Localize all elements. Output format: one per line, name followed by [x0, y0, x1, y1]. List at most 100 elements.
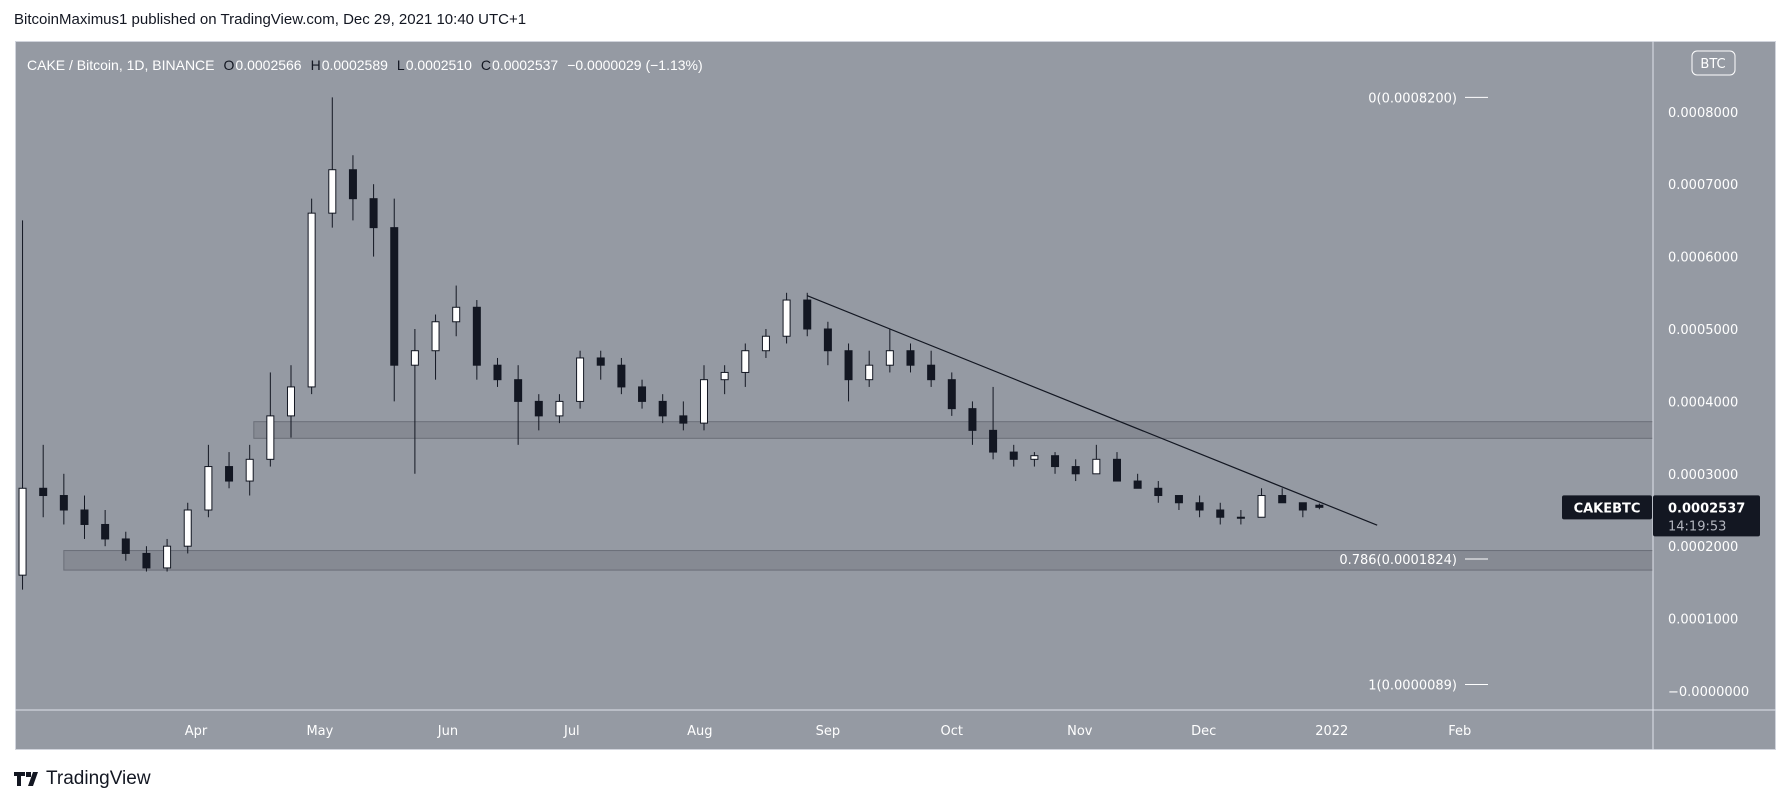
candle-body	[307, 212, 316, 388]
candle-body	[658, 400, 667, 417]
candle-body	[1236, 516, 1245, 519]
candle-body	[101, 523, 110, 540]
candle-body	[1278, 495, 1287, 504]
legend-o-label: O	[224, 57, 235, 73]
price-tick-label: 0.0006000	[1668, 251, 1738, 266]
candle-body	[865, 364, 874, 381]
price-tick-label: 0.0002000	[1668, 540, 1738, 555]
candle-body	[1092, 458, 1101, 475]
candle-body	[472, 306, 481, 366]
price-tick-label: 0.0001000	[1668, 613, 1738, 628]
candle-body	[266, 415, 275, 460]
candle-body	[514, 379, 523, 402]
candle-body	[1030, 455, 1039, 460]
time-tick-label: Dec	[1191, 724, 1216, 739]
candle-body	[906, 350, 915, 366]
currency-badge-label: BTC	[1700, 57, 1725, 72]
candle-body	[699, 379, 708, 424]
symbol-label	[1562, 495, 1652, 520]
symbol-label-text: CAKEBTC	[1574, 501, 1641, 516]
plot-area	[18, 97, 1653, 590]
time-tick-label: Aug	[687, 724, 712, 739]
candle-body	[617, 364, 626, 388]
candle-body	[947, 379, 956, 410]
time-tick-label: May	[306, 724, 333, 739]
candle-body	[679, 415, 688, 424]
price-tick-label: 0.0005000	[1668, 323, 1738, 338]
candle-body	[204, 466, 213, 511]
time-tick-label: Apr	[185, 724, 208, 739]
time-tick-label: Oct	[941, 724, 963, 739]
tradingview-logo-icon	[14, 772, 38, 786]
candle-body	[638, 386, 647, 402]
candle-body	[782, 299, 791, 337]
time-tick-label: Jul	[563, 724, 580, 739]
candle-body	[286, 386, 295, 417]
legend-l: 0.0002510	[406, 57, 472, 73]
time-tick-label: Jun	[437, 724, 458, 739]
candle-body	[596, 357, 605, 366]
candle-body	[225, 466, 234, 482]
candle-body	[328, 169, 337, 214]
candle-body	[1174, 495, 1183, 504]
legend-h: 0.0002589	[322, 57, 388, 73]
candle-body	[369, 198, 378, 229]
candle-body	[534, 400, 543, 417]
candle-body	[989, 429, 998, 453]
price-tick-label: −0.0000000	[1668, 685, 1749, 700]
candle-body	[245, 458, 254, 482]
candle-body	[1009, 451, 1018, 460]
candle-body	[163, 545, 172, 569]
candle-body	[968, 408, 977, 431]
candle-body	[1298, 502, 1307, 511]
fib-level-label: 1(0.0000089)	[1368, 679, 1457, 694]
chart-frame[interactable]	[15, 41, 1776, 750]
candle-body	[142, 552, 151, 569]
fib-level-label: 0.786(0.0001824)	[1339, 553, 1457, 568]
candle-body	[493, 364, 502, 381]
candle-body	[823, 328, 832, 352]
candle-body	[1154, 487, 1163, 497]
price-tick-label: 0.0004000	[1668, 395, 1738, 410]
candle-body	[80, 509, 89, 525]
legend-c: 0.0002537	[492, 57, 558, 73]
candle-body	[844, 350, 853, 381]
footer-brand: TradingView	[46, 768, 151, 789]
price-tick-label: 0.0003000	[1668, 468, 1738, 483]
candle-body	[183, 509, 192, 547]
candle-body	[761, 335, 770, 352]
candle-body	[555, 400, 564, 417]
support-zone-1	[63, 550, 1653, 571]
candle-body	[390, 227, 399, 366]
candle-body	[121, 538, 130, 554]
support-zone-0	[253, 421, 1653, 439]
fib-level-label: 0(0.0008200)	[1368, 91, 1457, 106]
legend-c-label: C	[481, 57, 491, 73]
candle-body	[1071, 466, 1080, 475]
candle-body	[803, 299, 812, 330]
candle-body	[1051, 455, 1060, 468]
price-tick-label: 0.0008000	[1668, 106, 1738, 121]
candle-body	[59, 495, 68, 511]
candle-body	[576, 357, 585, 402]
price-tick-label: 0.0007000	[1668, 178, 1738, 193]
time-tick-label: 2022	[1315, 724, 1348, 739]
candle-body	[39, 487, 48, 497]
candle-body	[431, 321, 440, 352]
last-price-label	[1653, 495, 1760, 537]
publisher-line: BitcoinMaximus1 published on TradingView…	[14, 11, 527, 28]
legend-o: 0.0002566	[235, 57, 301, 73]
candle-body	[410, 350, 419, 366]
candle-body	[927, 364, 936, 381]
legend-change: −0.0000029 (−1.13%)	[567, 57, 702, 73]
time-tick-label: Nov	[1067, 724, 1093, 739]
legend-symbol: CAKE / Bitcoin, 1D, BINANCE	[27, 57, 215, 73]
descending-trendline	[807, 295, 1378, 526]
candle-body	[1315, 504, 1324, 508]
candle-body	[885, 350, 894, 366]
candle-body	[1195, 502, 1204, 511]
time-tick-label: Sep	[816, 724, 841, 739]
time-tick-label: Feb	[1448, 724, 1471, 739]
candle-body	[452, 306, 461, 323]
